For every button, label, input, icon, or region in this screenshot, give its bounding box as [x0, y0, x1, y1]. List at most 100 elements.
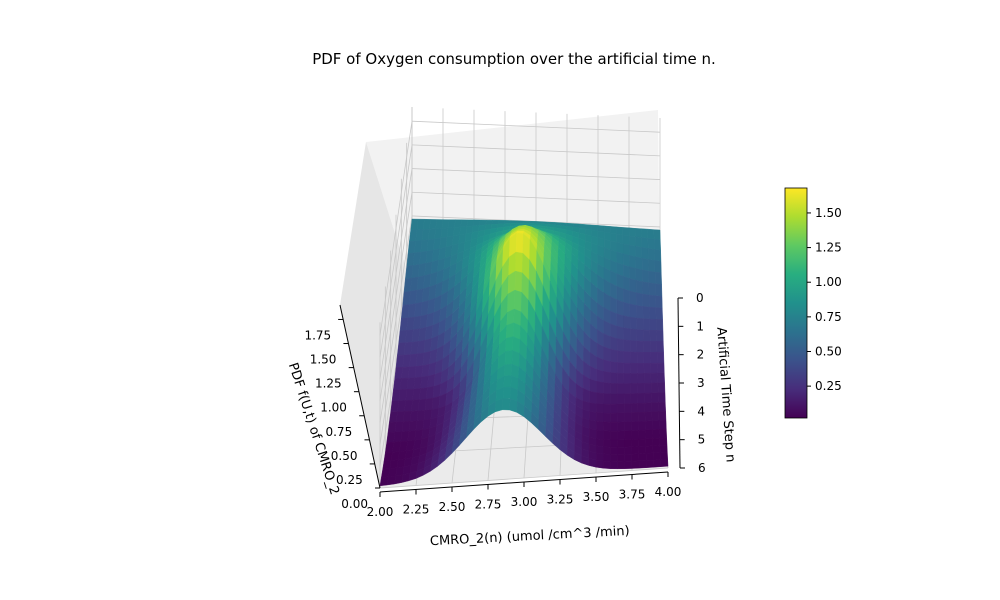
surface-patch	[659, 428, 667, 439]
surface-patch	[515, 251, 524, 273]
surface-patch	[637, 402, 646, 413]
surface-patch	[629, 328, 638, 342]
surface-patch	[631, 430, 639, 440]
colorbar-tick-label: 1.50	[815, 206, 842, 220]
surface-patch	[624, 430, 632, 441]
surface-patch	[504, 363, 513, 377]
surface-patch	[617, 446, 625, 455]
surface-patch	[624, 453, 633, 462]
colorbar-tick-label: 0.25	[815, 379, 842, 393]
surface-patch	[644, 420, 653, 431]
surface-patch	[637, 373, 645, 384]
surface-patch	[638, 438, 647, 447]
surface-patch	[652, 429, 660, 439]
y-tick-label: 1	[696, 319, 704, 333]
surface-patch	[522, 220, 531, 224]
surface-patch	[628, 235, 636, 247]
x-tick-label: 2.50	[439, 500, 466, 514]
surface-patch	[636, 363, 645, 374]
surface-patch	[650, 351, 658, 364]
surface-patch	[504, 350, 513, 366]
surface-patch	[503, 375, 512, 388]
surface-patch	[617, 421, 625, 432]
surface-patch	[479, 219, 487, 226]
surface-patch	[589, 378, 597, 393]
surface-patch	[629, 244, 636, 258]
surface-patch	[617, 383, 625, 395]
surface-patch	[643, 372, 652, 384]
surface-patch	[603, 430, 611, 441]
surface-patch	[624, 461, 633, 469]
surface-patch	[652, 445, 661, 454]
surface-patch	[516, 220, 524, 224]
surface-patch	[528, 223, 536, 226]
surface-patch	[623, 373, 632, 384]
surface-patch	[623, 393, 632, 405]
surface-patch	[595, 452, 604, 462]
z-tick-labels: 0.00 0.25 0.50 0.75 1.00 1.25 1.50 1.75	[304, 318, 380, 511]
surface-patch	[658, 419, 667, 430]
surface-patch	[649, 341, 658, 353]
surface-patch	[659, 444, 668, 453]
surface-patch	[623, 339, 631, 353]
z-tick-label: 1.00	[320, 401, 347, 415]
x-tick-label: 3.25	[547, 493, 574, 507]
surface-patch	[623, 403, 632, 414]
surface-patch	[596, 421, 604, 432]
surface-patch	[502, 386, 512, 399]
surface-patch	[596, 356, 604, 372]
x-tick-label: 3.00	[511, 495, 538, 509]
surface-patch	[596, 392, 604, 405]
surface-patch	[650, 372, 659, 384]
surface-patch	[641, 228, 649, 239]
surface-patch	[432, 383, 442, 399]
surface-patch	[622, 234, 630, 246]
surface-patch	[644, 411, 653, 422]
y-tick-label: 3	[697, 376, 705, 390]
surface-patch	[502, 398, 511, 411]
surface-patch	[645, 452, 654, 461]
surface-patch	[651, 411, 660, 422]
surface-patch	[659, 437, 668, 446]
surface-patch	[630, 393, 639, 404]
surface-patch	[631, 439, 639, 448]
surface-patch	[589, 402, 597, 413]
surface-patch	[610, 310, 618, 327]
surface-patch	[650, 362, 658, 374]
y-tick-label: 6	[698, 461, 706, 475]
surface-patch	[610, 412, 618, 423]
surface-patch	[629, 255, 637, 269]
surface-patch	[635, 279, 643, 295]
surface-patch	[616, 285, 624, 303]
surface-patch	[623, 327, 631, 341]
surface-patch	[623, 412, 632, 423]
colorbar-tick-label: 1.25	[815, 241, 842, 255]
surface-patch	[515, 232, 524, 254]
surface-patch	[610, 226, 617, 235]
surface-patch	[616, 313, 624, 329]
surface-patch	[629, 290, 637, 306]
surface-patch	[603, 439, 611, 448]
surface-patch	[514, 289, 522, 313]
surface-patch	[491, 219, 500, 225]
surface-patch	[630, 412, 639, 422]
surface-patch	[610, 393, 618, 405]
surface-patch	[602, 453, 611, 462]
colorbar	[784, 187, 808, 419]
surface-patch	[629, 266, 637, 281]
surface-patch	[596, 438, 604, 447]
surface-patch	[505, 336, 514, 352]
surface-patch	[622, 253, 630, 267]
surface-patch	[636, 305, 644, 319]
surface-patch	[651, 402, 660, 413]
gridline-back-z	[411, 144, 661, 157]
surface-patch	[623, 383, 632, 394]
surface-patch	[603, 371, 611, 384]
surface-patch	[638, 453, 647, 462]
surface-patch	[648, 282, 656, 297]
surface-patch	[514, 270, 523, 293]
surface-patch	[472, 219, 481, 227]
gridline-floor-y	[379, 467, 669, 489]
surface-patch	[603, 460, 611, 469]
surface-patch	[610, 336, 618, 351]
